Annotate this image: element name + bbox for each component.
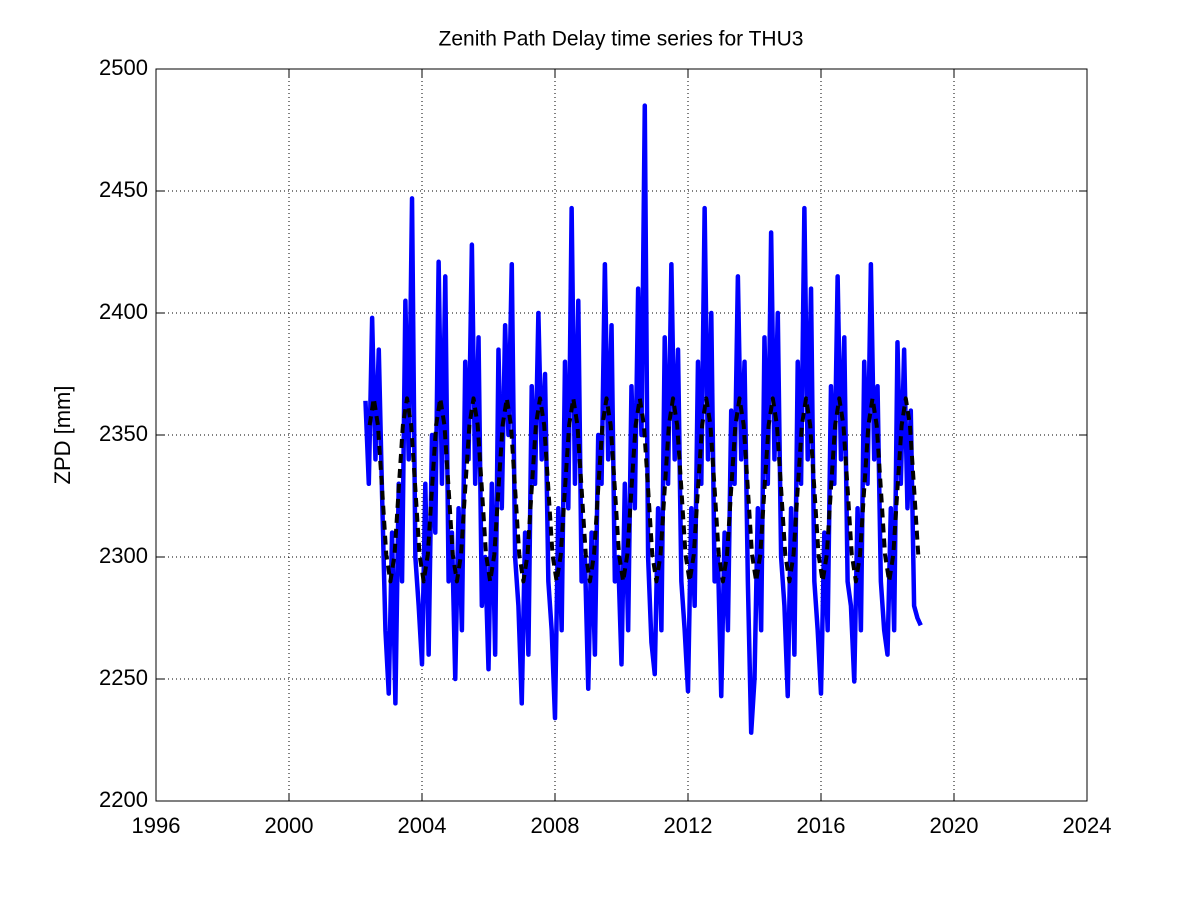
y-tick-label: 2500 bbox=[99, 55, 148, 80]
x-tick-label: 2016 bbox=[797, 813, 846, 838]
y-tick-label: 2450 bbox=[99, 177, 148, 202]
x-tick-label: 2024 bbox=[1063, 813, 1112, 838]
chart-title: Zenith Path Delay time series for THU3 bbox=[439, 28, 804, 51]
x-tick-label: 2020 bbox=[930, 813, 979, 838]
y-axis-label: ZPD [mm] bbox=[50, 386, 75, 485]
y-tick-label: 2250 bbox=[99, 665, 148, 690]
y-tick-label: 2350 bbox=[99, 421, 148, 446]
data-line bbox=[363, 103, 923, 735]
x-tick-label: 2000 bbox=[265, 813, 314, 838]
x-tick-label: 1996 bbox=[132, 813, 181, 838]
plot-frame bbox=[155, 68, 1088, 802]
y-tick-label: 2200 bbox=[99, 787, 148, 812]
y-tick-label: 2400 bbox=[99, 299, 148, 324]
x-tick-label: 2004 bbox=[398, 813, 447, 838]
y-tick-label: 2300 bbox=[99, 543, 148, 568]
x-tick-label: 2012 bbox=[664, 813, 713, 838]
x-tick-label: 2008 bbox=[531, 813, 580, 838]
